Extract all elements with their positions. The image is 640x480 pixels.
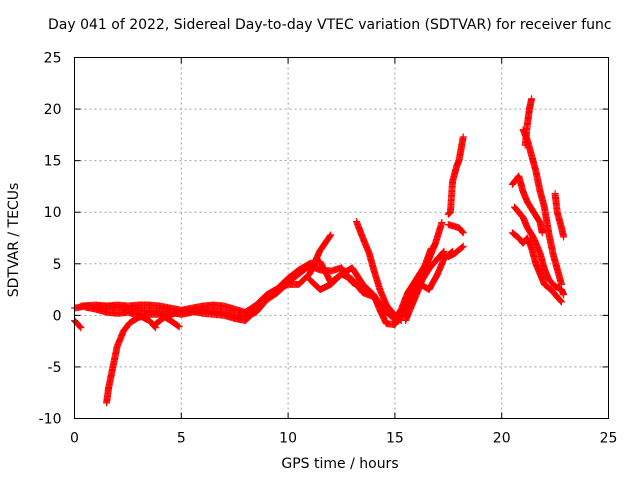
data-series-s17 (519, 126, 565, 288)
data-series-s1 (71, 317, 85, 332)
x-tick-label: 15 (386, 431, 404, 447)
data-series-s11 (444, 242, 467, 261)
data-series-s13 (444, 221, 467, 237)
plot-frame (74, 57, 609, 419)
data-point-markers (71, 317, 85, 332)
y-tick-label: 0 (53, 308, 62, 324)
data-series-s19 (551, 190, 568, 241)
data-series-s8 (306, 270, 377, 301)
y-tick-label: -10 (39, 412, 62, 428)
data-point-markers (150, 231, 335, 330)
y-tick-label: 15 (44, 154, 62, 170)
data-point-markers (519, 126, 565, 288)
x-tick-label: 20 (493, 431, 511, 447)
y-tick-label: 20 (44, 102, 62, 118)
data-series-s14 (508, 172, 546, 237)
data-series-s7 (353, 218, 405, 324)
x-tick-label: 10 (279, 431, 297, 447)
data-point-markers (508, 172, 546, 237)
data-point-markers (508, 229, 565, 306)
y-tick-label: 10 (44, 205, 62, 221)
chart-title: Day 041 of 2022, Sidereal Day-to-day VTE… (48, 17, 612, 33)
x-tick-label: 5 (177, 431, 186, 447)
x-tick-label: 0 (70, 431, 79, 447)
data-series-s6 (150, 231, 335, 330)
data-point-markers (353, 218, 405, 324)
data-point-markers (444, 242, 467, 261)
y-tick-label: 5 (53, 257, 62, 273)
data-series-s16 (508, 229, 565, 306)
data-point-markers (511, 203, 568, 299)
y-tick-label: 25 (44, 51, 62, 67)
data-point-markers (521, 95, 536, 149)
y-tick-label: -5 (48, 360, 62, 376)
data-point-markers (551, 190, 568, 241)
x-tick-label: 25 (600, 431, 618, 447)
data-series-s5 (103, 310, 183, 407)
data-series-s12 (444, 133, 467, 218)
data-point-markers (444, 221, 467, 237)
data-series-s18 (521, 95, 536, 149)
x-axis-label: GPS time / hours (281, 456, 399, 472)
data-series-s15 (511, 203, 568, 299)
data-point-markers (103, 310, 183, 407)
data-point-markers (306, 270, 377, 301)
data-point-markers (444, 133, 467, 218)
